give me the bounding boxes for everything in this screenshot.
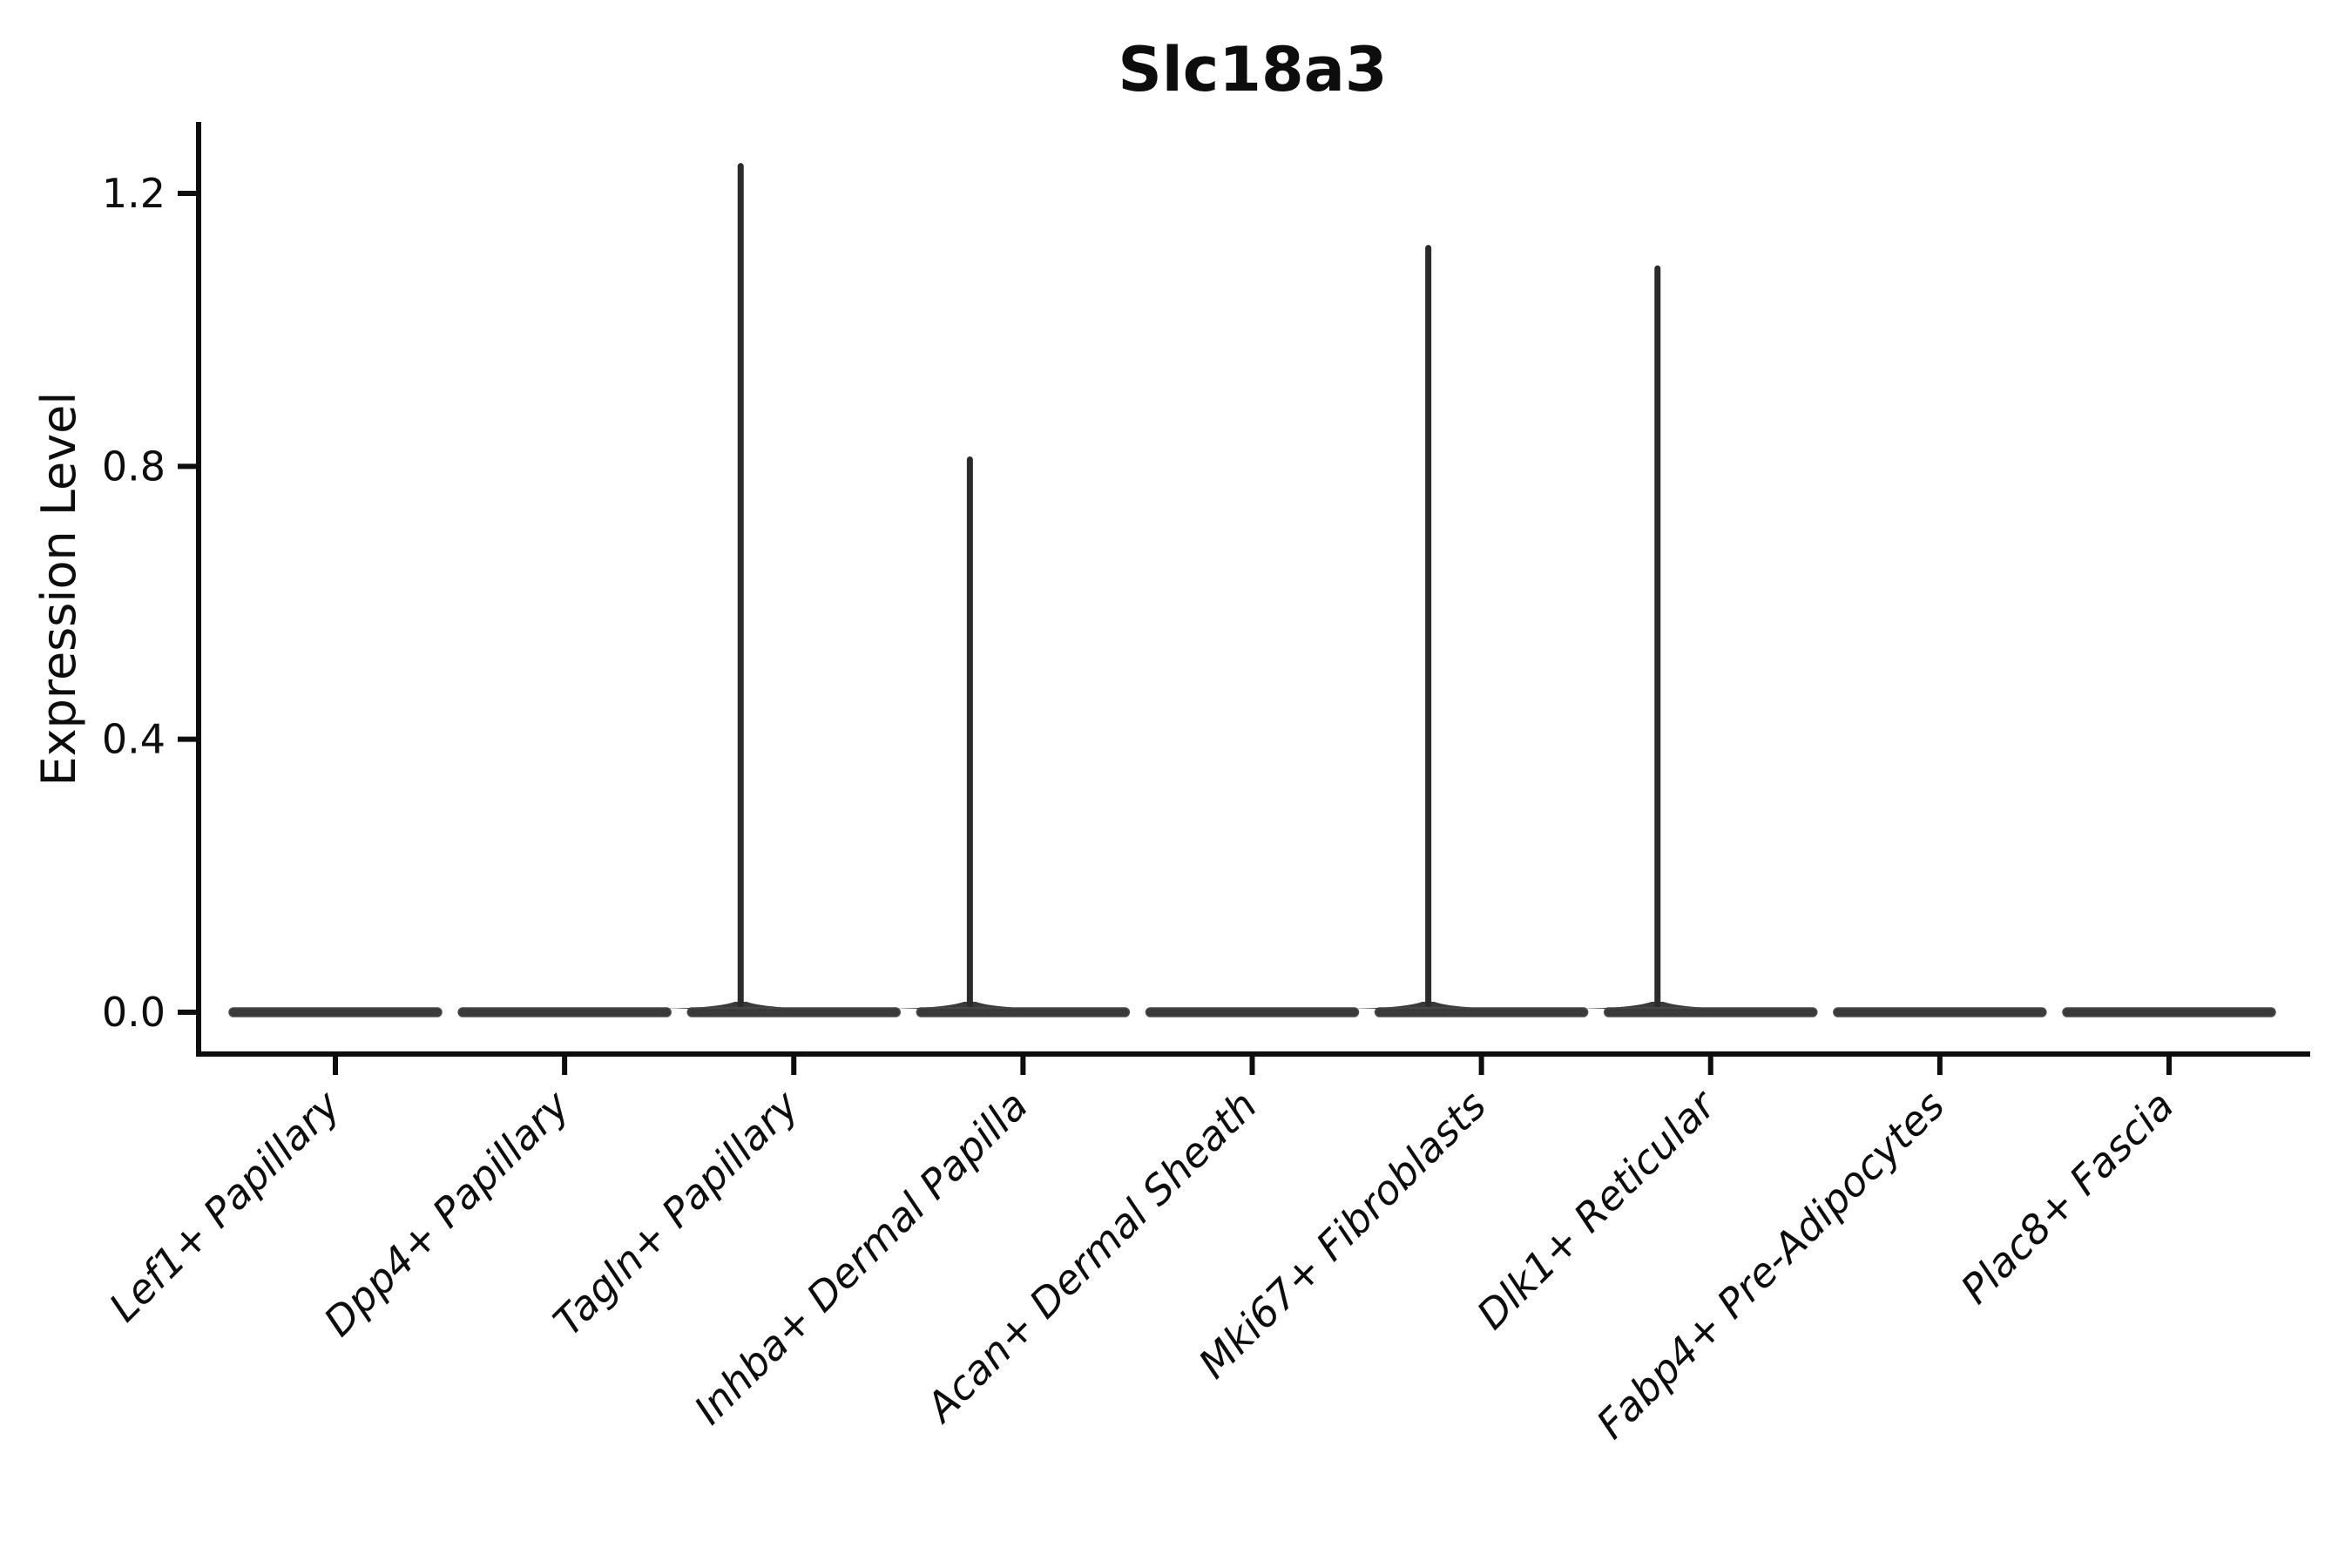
x-tick-label: Dpp4+ Papillary <box>314 1081 578 1345</box>
violin-body <box>1833 1007 2047 1017</box>
x-tick-label: Lef1+ Papillary <box>100 1081 349 1330</box>
violin-body <box>2062 1007 2276 1017</box>
y-tick-label: 0.8 <box>102 443 166 490</box>
violin-body <box>457 1007 672 1017</box>
y-axis-label: Expression Level <box>31 392 86 787</box>
chart-title: Slc18a3 <box>1118 34 1387 105</box>
violin-body <box>228 1007 443 1017</box>
y-tick-label: 1.2 <box>102 170 166 217</box>
violin-body <box>1374 1007 1589 1017</box>
y-tick-label: 0.4 <box>102 716 166 763</box>
violin-body <box>686 1007 901 1017</box>
violin-body <box>1145 1007 1360 1017</box>
violin-body <box>916 1007 1131 1017</box>
x-tick-label: Dlk1+ Reticular <box>1468 1079 1727 1338</box>
violin-body <box>1604 1007 1818 1017</box>
y-tick-label: 0.0 <box>102 989 166 1036</box>
x-tick-label: Tagln+ Papillary <box>544 1081 808 1345</box>
x-tick-label: Plac8+ Fascia <box>1951 1082 2182 1313</box>
